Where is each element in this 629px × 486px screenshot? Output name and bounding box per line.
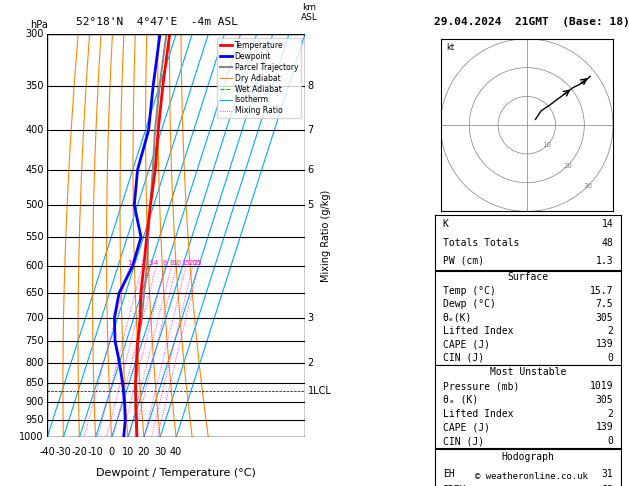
Text: 1.3: 1.3 (596, 256, 613, 266)
Text: CAPE (J): CAPE (J) (443, 422, 490, 433)
Text: -20: -20 (72, 448, 87, 457)
Text: 450: 450 (25, 165, 44, 175)
Text: Dewp (°C): Dewp (°C) (443, 299, 496, 309)
Text: 10: 10 (543, 142, 552, 149)
Text: 500: 500 (25, 200, 44, 210)
Text: © weatheronline.co.uk: © weatheronline.co.uk (475, 472, 588, 481)
Text: 10: 10 (172, 260, 181, 266)
Text: 48: 48 (602, 238, 613, 247)
Text: 950: 950 (25, 415, 44, 425)
Text: km
ASL: km ASL (301, 3, 318, 22)
Text: 15.7: 15.7 (590, 286, 613, 296)
Text: 20: 20 (138, 448, 150, 457)
Text: 7: 7 (308, 125, 314, 136)
Text: 40: 40 (170, 448, 182, 457)
Text: -10: -10 (87, 448, 103, 457)
Text: 8: 8 (169, 260, 174, 266)
Text: 0: 0 (109, 448, 114, 457)
Text: 0: 0 (608, 353, 613, 363)
Text: 8: 8 (308, 81, 314, 91)
Text: 650: 650 (25, 288, 44, 298)
Text: 2: 2 (608, 326, 613, 336)
Text: 20: 20 (189, 260, 198, 266)
Text: 139: 139 (596, 422, 613, 433)
Text: Lifted Index: Lifted Index (443, 409, 513, 418)
Text: 0: 0 (608, 436, 613, 446)
Text: 15: 15 (181, 260, 191, 266)
Text: EH: EH (443, 469, 454, 479)
Text: Pressure (mb): Pressure (mb) (443, 381, 519, 391)
Text: 850: 850 (25, 378, 44, 388)
Text: 139: 139 (596, 339, 613, 349)
Text: K: K (443, 219, 448, 229)
Text: 350: 350 (25, 81, 44, 91)
Text: 305: 305 (596, 395, 613, 405)
Text: 400: 400 (26, 125, 44, 136)
Text: -40: -40 (39, 448, 55, 457)
Text: CIN (J): CIN (J) (443, 436, 484, 446)
Text: 4: 4 (154, 260, 159, 266)
Text: θₑ(K): θₑ(K) (443, 312, 472, 323)
Text: 30: 30 (583, 183, 593, 189)
Text: 1019: 1019 (590, 381, 613, 391)
Text: Dewpoint / Temperature (°C): Dewpoint / Temperature (°C) (96, 468, 256, 478)
Text: 1000: 1000 (19, 433, 44, 442)
Text: -30: -30 (55, 448, 71, 457)
Text: 14: 14 (602, 219, 613, 229)
Text: CIN (J): CIN (J) (443, 353, 484, 363)
Text: 7.5: 7.5 (596, 299, 613, 309)
Text: 52°18'N  4°47'E  -4m ASL: 52°18'N 4°47'E -4m ASL (76, 17, 238, 27)
Text: 2: 2 (308, 358, 314, 367)
Text: 20: 20 (563, 163, 572, 169)
Text: 3: 3 (308, 313, 314, 323)
Text: 1: 1 (127, 260, 131, 266)
Text: 600: 600 (26, 261, 44, 271)
Text: Totals Totals: Totals Totals (443, 238, 519, 247)
Text: 31: 31 (602, 469, 613, 479)
Text: 1LCL: 1LCL (308, 386, 331, 396)
Text: 800: 800 (26, 358, 44, 367)
Text: 6: 6 (308, 165, 314, 175)
Text: 550: 550 (25, 232, 44, 242)
Text: 29.04.2024  21GMT  (Base: 18): 29.04.2024 21GMT (Base: 18) (433, 17, 629, 27)
Text: 750: 750 (25, 336, 44, 346)
Text: 25: 25 (194, 260, 203, 266)
Text: Mixing Ratio (g/kg): Mixing Ratio (g/kg) (321, 190, 331, 282)
Text: 3: 3 (148, 260, 153, 266)
Legend: Temperature, Dewpoint, Parcel Trajectory, Dry Adiabat, Wet Adiabat, Isotherm, Mi: Temperature, Dewpoint, Parcel Trajectory… (217, 38, 301, 119)
Text: Hodograph: Hodograph (501, 452, 555, 462)
Text: kt: kt (446, 43, 454, 52)
Text: Temp (°C): Temp (°C) (443, 286, 496, 296)
Text: CAPE (J): CAPE (J) (443, 339, 490, 349)
Text: 2: 2 (608, 409, 613, 418)
Text: 900: 900 (26, 397, 44, 407)
Text: Lifted Index: Lifted Index (443, 326, 513, 336)
Text: 5: 5 (308, 200, 314, 210)
Text: 6: 6 (163, 260, 167, 266)
Text: 300: 300 (26, 29, 44, 39)
Text: hPa: hPa (30, 20, 48, 30)
Text: PW (cm): PW (cm) (443, 256, 484, 266)
Text: 10: 10 (121, 448, 134, 457)
Text: 30: 30 (154, 448, 166, 457)
Text: Most Unstable: Most Unstable (490, 367, 566, 377)
Text: 305: 305 (596, 312, 613, 323)
Text: Surface: Surface (508, 272, 548, 282)
Text: θₑ (K): θₑ (K) (443, 395, 478, 405)
Text: 700: 700 (25, 313, 44, 323)
Text: 2: 2 (140, 260, 145, 266)
